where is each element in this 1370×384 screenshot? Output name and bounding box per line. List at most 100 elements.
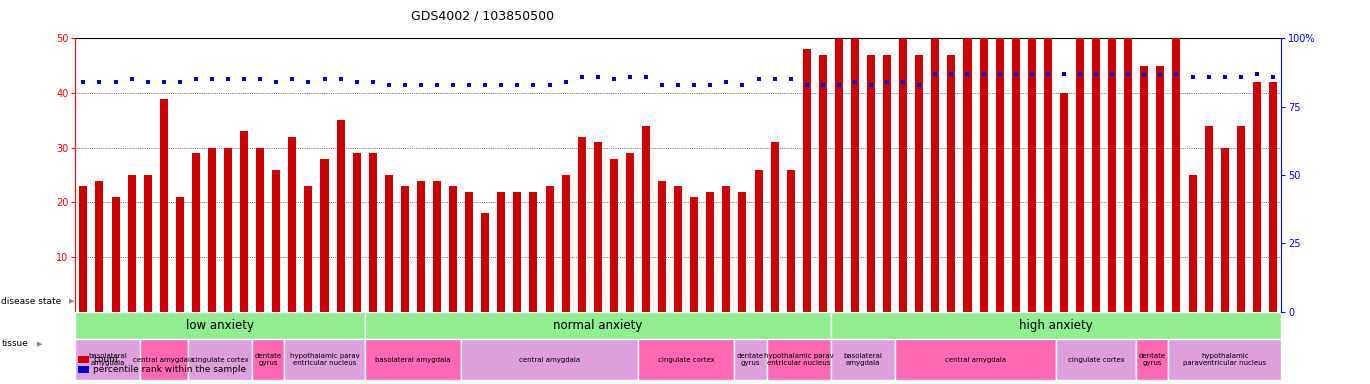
- Bar: [497, 192, 506, 312]
- Point: [877, 79, 899, 85]
- Bar: [462, 339, 638, 380]
- Point: [940, 71, 962, 77]
- Point: [699, 82, 721, 88]
- Bar: [895, 339, 1056, 380]
- Text: cingulate cortex: cingulate cortex: [192, 357, 248, 362]
- Point: [1181, 74, 1203, 80]
- Point: [1133, 71, 1155, 77]
- Bar: [1269, 82, 1277, 312]
- Bar: [980, 38, 988, 312]
- Text: hypothalamic parav
entricular nucleus: hypothalamic parav entricular nucleus: [289, 353, 359, 366]
- Text: percentile rank within the sample: percentile rank within the sample: [93, 365, 247, 374]
- Point: [636, 74, 658, 80]
- Text: dentate
gyrus: dentate gyrus: [737, 353, 764, 366]
- Point: [732, 82, 754, 88]
- Bar: [948, 55, 955, 312]
- Bar: [96, 180, 104, 312]
- Bar: [79, 186, 88, 312]
- Point: [586, 74, 608, 80]
- Bar: [1136, 339, 1169, 380]
- Point: [104, 79, 126, 85]
- Text: low anxiety: low anxiety: [186, 319, 253, 332]
- Point: [1197, 74, 1219, 80]
- Point: [474, 82, 496, 88]
- Point: [153, 79, 175, 85]
- Bar: [364, 312, 830, 339]
- Point: [314, 76, 336, 83]
- Bar: [252, 339, 285, 380]
- Bar: [514, 192, 522, 312]
- Point: [651, 82, 673, 88]
- Point: [137, 79, 159, 85]
- Bar: [593, 142, 601, 312]
- Bar: [160, 99, 167, 312]
- Bar: [75, 339, 140, 380]
- Bar: [175, 197, 184, 312]
- Bar: [803, 49, 811, 312]
- Bar: [188, 339, 252, 380]
- Bar: [1075, 38, 1084, 312]
- Point: [763, 76, 785, 83]
- Text: normal anxiety: normal anxiety: [553, 319, 643, 332]
- Bar: [722, 186, 730, 312]
- Bar: [1044, 38, 1052, 312]
- Point: [1054, 71, 1075, 77]
- Point: [121, 76, 142, 83]
- Point: [780, 76, 801, 83]
- Point: [1101, 71, 1123, 77]
- Text: ▶: ▶: [68, 298, 74, 305]
- Text: cingulate cortex: cingulate cortex: [658, 357, 715, 362]
- Bar: [830, 312, 1281, 339]
- Point: [522, 82, 544, 88]
- Point: [216, 76, 238, 83]
- Point: [73, 79, 95, 85]
- Bar: [578, 137, 586, 312]
- Bar: [545, 186, 553, 312]
- Bar: [285, 339, 364, 380]
- Point: [1118, 71, 1140, 77]
- Point: [571, 74, 593, 80]
- Point: [619, 74, 641, 80]
- Bar: [111, 197, 119, 312]
- Bar: [140, 339, 188, 380]
- Point: [1214, 74, 1236, 80]
- Bar: [256, 148, 264, 312]
- Point: [297, 79, 319, 85]
- Bar: [932, 38, 940, 312]
- Bar: [851, 38, 859, 312]
- Point: [908, 82, 930, 88]
- Bar: [240, 131, 248, 312]
- Bar: [562, 175, 570, 312]
- Bar: [610, 159, 618, 312]
- Point: [330, 76, 352, 83]
- Bar: [1140, 66, 1148, 312]
- Bar: [707, 192, 714, 312]
- Bar: [127, 175, 136, 312]
- Bar: [1060, 93, 1069, 312]
- Bar: [144, 175, 152, 312]
- Bar: [643, 126, 649, 312]
- Point: [860, 82, 882, 88]
- Point: [1037, 71, 1059, 77]
- Bar: [208, 148, 216, 312]
- Bar: [867, 55, 875, 312]
- Point: [443, 82, 464, 88]
- Point: [507, 82, 529, 88]
- Bar: [1252, 82, 1260, 312]
- Point: [812, 82, 834, 88]
- Point: [796, 82, 818, 88]
- Bar: [767, 339, 830, 380]
- Bar: [273, 170, 281, 312]
- Point: [410, 82, 432, 88]
- Bar: [225, 148, 232, 312]
- Point: [1245, 71, 1267, 77]
- Bar: [321, 159, 329, 312]
- Point: [1069, 71, 1091, 77]
- Text: basolateral
amygdala: basolateral amygdala: [88, 353, 127, 366]
- Bar: [416, 180, 425, 312]
- Text: tissue: tissue: [1, 339, 29, 348]
- Point: [1021, 71, 1043, 77]
- Point: [1004, 71, 1026, 77]
- Bar: [337, 121, 345, 312]
- Text: cingulate cortex: cingulate cortex: [1067, 357, 1125, 362]
